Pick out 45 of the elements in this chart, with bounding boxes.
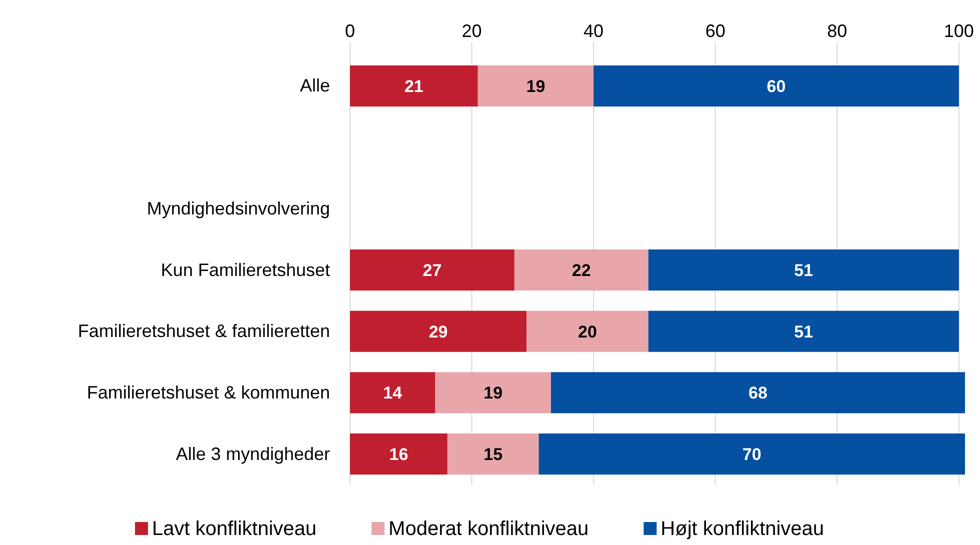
bar (350, 372, 436, 414)
x-tick-label: 0 (344, 21, 356, 41)
data-label: 27 (422, 260, 442, 280)
data-label: 19 (526, 76, 546, 96)
x-tick-label: 60 (705, 21, 726, 41)
bar (350, 433, 448, 475)
bar (350, 310, 527, 352)
data-label: 60 (766, 76, 786, 96)
data-label: 29 (428, 322, 448, 342)
x-tick-label: 100 (944, 21, 974, 41)
y-tick-label: Myndighedsinvolvering (146, 198, 330, 218)
x-tick-label: 20 (462, 21, 482, 41)
bar (526, 310, 648, 352)
data-label: 68 (748, 384, 768, 403)
data-label: 51 (794, 322, 814, 342)
bar (538, 433, 965, 475)
bar (514, 249, 648, 291)
bar (350, 249, 514, 291)
data-label: 16 (389, 444, 408, 464)
bar (550, 372, 965, 414)
y-tick-label: Kun Familieretshuset (160, 260, 330, 280)
data-label: 70 (742, 444, 762, 464)
bar (447, 433, 539, 475)
y-tick-label: Familieretshuset & familieretten (78, 321, 330, 342)
bar (478, 65, 594, 107)
data-label: 22 (572, 260, 591, 280)
legend-label: Højt konfliktniveau (660, 518, 824, 540)
legend-label: Moderat konfliktniveau (388, 518, 589, 540)
y-tick-label: Alle (300, 76, 330, 96)
data-label: 14 (383, 384, 403, 403)
bar (648, 310, 959, 352)
legend-label: Lavt konfliktniveau (152, 518, 317, 540)
bar (350, 65, 478, 107)
data-label: 20 (578, 322, 597, 342)
data-label: 15 (484, 444, 503, 464)
x-tick-label: 40 (584, 21, 604, 41)
data-label: 21 (404, 76, 424, 96)
y-tick-label: Alle 3 myndigheder (176, 444, 330, 464)
x-tick-label: 80 (827, 21, 848, 41)
bar (648, 249, 959, 291)
bar (594, 65, 959, 107)
data-label: 19 (484, 384, 503, 403)
bar (435, 372, 551, 414)
y-tick-label: Familieretshuset & kommunen (86, 382, 330, 402)
data-label: 51 (794, 260, 814, 280)
